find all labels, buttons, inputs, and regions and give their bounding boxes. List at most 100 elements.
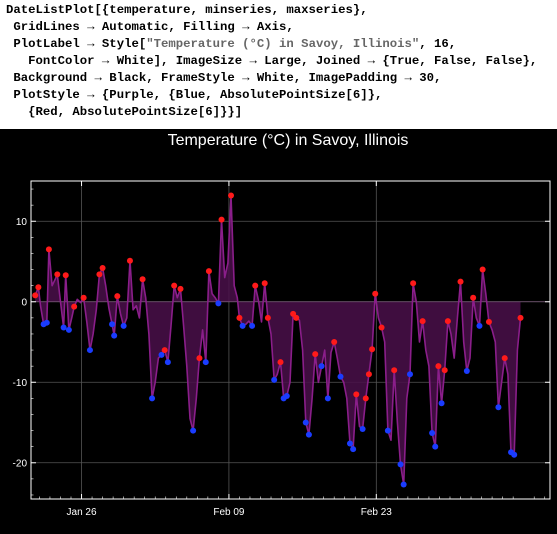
min-point bbox=[350, 446, 357, 453]
max-point bbox=[35, 284, 42, 291]
min-point bbox=[111, 332, 118, 339]
max-point bbox=[479, 266, 486, 273]
code-input-cell[interactable]: DateListPlot[{temperature, minseries, ma… bbox=[0, 0, 557, 129]
min-point bbox=[86, 347, 93, 354]
max-point bbox=[99, 264, 106, 271]
min-point bbox=[283, 392, 290, 399]
max-point bbox=[290, 310, 297, 317]
chart-title: Temperature (°C) in Savoy, Illinois bbox=[168, 132, 409, 149]
min-point bbox=[215, 300, 222, 307]
max-point bbox=[312, 351, 319, 358]
code-text: {Red, AbsolutePointSize[6]}}] bbox=[6, 105, 243, 119]
min-point bbox=[359, 425, 366, 432]
plot-frame bbox=[30, 180, 551, 500]
max-point bbox=[80, 294, 87, 301]
max-point bbox=[362, 395, 369, 402]
min-point bbox=[65, 326, 72, 333]
max-point bbox=[205, 268, 212, 275]
max-point bbox=[353, 391, 360, 398]
temperature-filling bbox=[35, 195, 521, 485]
code-text: PlotStyle → {Purple, {Blue, AbsolutePoin… bbox=[6, 88, 383, 102]
min-point bbox=[511, 451, 518, 458]
min-point bbox=[318, 363, 325, 370]
code-text: GridLines → Automatic, Filling → Axis, bbox=[6, 20, 294, 34]
max-point bbox=[501, 355, 508, 362]
min-point bbox=[438, 400, 445, 407]
max-point bbox=[218, 216, 225, 223]
max-point bbox=[372, 290, 379, 297]
y-tick-label: -20 bbox=[13, 458, 28, 469]
code-line: PlotStyle → {Purple, {Blue, AbsolutePoin… bbox=[6, 87, 557, 104]
min-point bbox=[60, 324, 67, 331]
y-tick-label: -10 bbox=[13, 378, 28, 389]
min-point bbox=[120, 322, 127, 329]
max-point bbox=[419, 318, 426, 325]
min-point bbox=[406, 371, 413, 378]
max-point bbox=[71, 303, 78, 310]
min-point bbox=[305, 431, 312, 438]
max-point bbox=[517, 314, 524, 321]
code-text: , 16, bbox=[419, 37, 457, 51]
min-point bbox=[149, 395, 156, 402]
code-text: PlotLabel → Style[ bbox=[6, 37, 147, 51]
min-point bbox=[476, 322, 483, 329]
max-point bbox=[161, 347, 168, 354]
max-point bbox=[236, 314, 243, 321]
min-point bbox=[249, 322, 256, 329]
max-point bbox=[391, 367, 398, 374]
max-point bbox=[32, 292, 39, 299]
plot-output: -20 -10 0 10 Jan 26 Feb 09 Feb 23 Temperature (… bbox=[0, 129, 557, 534]
max-point bbox=[485, 318, 492, 325]
code-line: Background → Black, FrameStyle → White, … bbox=[6, 70, 557, 87]
max-point bbox=[435, 363, 442, 370]
code-text: DateListPlot[{temperature, minseries, ma… bbox=[6, 3, 368, 17]
min-point bbox=[109, 321, 116, 328]
y-tick-label: 10 bbox=[16, 217, 28, 228]
code-line: DateListPlot[{temperature, minseries, ma… bbox=[6, 2, 557, 19]
min-point bbox=[164, 359, 171, 366]
x-tick-label: Feb 09 bbox=[213, 507, 245, 518]
max-point bbox=[457, 278, 464, 285]
temperature-chart: -20 -10 0 10 Jan 26 Feb 09 Feb 23 Temperature (… bbox=[13, 132, 551, 518]
code-line: FontColor → White], ImageSize → Large, J… bbox=[6, 53, 557, 70]
code-line: GridLines → Automatic, Filling → Axis, bbox=[6, 19, 557, 36]
max-point bbox=[96, 271, 103, 278]
code-line: {Red, AbsolutePointSize[6]}}] bbox=[6, 104, 557, 121]
max-point bbox=[45, 246, 52, 253]
code-string: "Temperature (°C) in Savoy, Illinois" bbox=[146, 37, 420, 51]
min-point bbox=[190, 427, 197, 434]
x-tick-label: Feb 23 bbox=[361, 507, 393, 518]
min-point bbox=[400, 481, 407, 488]
max-point bbox=[444, 318, 451, 325]
min-point bbox=[429, 429, 436, 436]
min-point bbox=[324, 395, 331, 402]
code-line: PlotLabel → Style["Temperature (°C) in S… bbox=[6, 36, 557, 53]
min-point bbox=[202, 359, 209, 366]
min-point bbox=[239, 322, 246, 329]
max-point bbox=[264, 314, 271, 321]
min-point bbox=[346, 440, 353, 447]
max-point bbox=[331, 339, 338, 346]
max-point bbox=[441, 367, 448, 374]
x-tick-label: Jan 26 bbox=[67, 507, 97, 518]
min-point bbox=[432, 443, 439, 450]
min-point bbox=[302, 419, 309, 426]
max-point bbox=[470, 294, 477, 301]
min-point bbox=[384, 427, 391, 434]
min-point bbox=[463, 367, 470, 374]
max-point bbox=[126, 257, 133, 264]
min-point bbox=[397, 461, 404, 468]
code-text: Background → Black, FrameStyle → White, … bbox=[6, 71, 442, 85]
max-point bbox=[196, 355, 203, 362]
max-point bbox=[171, 282, 178, 289]
min-point bbox=[495, 404, 502, 411]
max-point bbox=[139, 276, 146, 283]
min-point bbox=[158, 351, 165, 358]
max-point bbox=[365, 371, 372, 378]
max-point bbox=[277, 359, 284, 366]
y-tick-label: 0 bbox=[21, 297, 27, 308]
max-point bbox=[252, 282, 259, 289]
max-point bbox=[369, 346, 376, 353]
max-point bbox=[177, 285, 184, 292]
max-point bbox=[378, 324, 385, 331]
